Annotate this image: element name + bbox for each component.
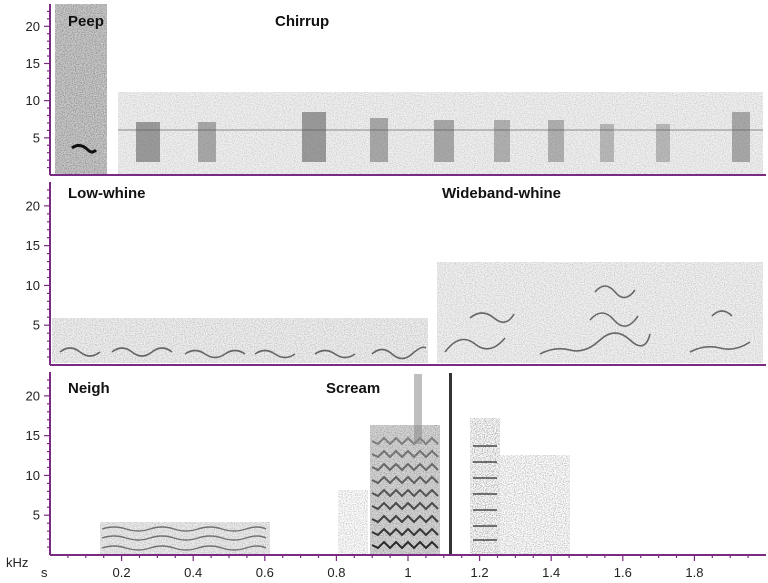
scream-upper-streak [414, 374, 422, 444]
chirrup-syllable [302, 112, 326, 162]
y-tick-label: 15 [26, 56, 40, 71]
y-unit-label: kHz [6, 555, 28, 570]
x-tick-label: 0.2 [113, 565, 131, 580]
y-tick-label: 15 [26, 428, 40, 443]
chirrup-syllable [198, 122, 216, 162]
y-tick-label: 20 [26, 19, 40, 34]
x-tick-label: 1.8 [685, 565, 703, 580]
x-tick-label: 0.6 [256, 565, 274, 580]
x-tick-label: 1.4 [542, 565, 560, 580]
x-tick-label: 0.4 [184, 565, 202, 580]
spectrogram-bottom [100, 373, 570, 554]
x-tick-label: 1 [404, 565, 411, 580]
chirrup-syllable [600, 124, 614, 162]
scream-harmonic [371, 462, 439, 472]
scream-harmonic [371, 449, 439, 459]
scream-harmonic [371, 514, 439, 524]
y-tick-label: 15 [26, 238, 40, 253]
neigh-harmonic [101, 545, 267, 551]
chirrup-syllable [370, 118, 388, 162]
click-line [449, 373, 452, 554]
pre-scream-noise [338, 490, 368, 554]
lowwhine-trace [59, 347, 101, 357]
tail-block [470, 418, 500, 554]
chirrup-syllables [136, 112, 750, 162]
chirrup-syllable [732, 112, 750, 162]
call-label-chirrup: Chirrup [275, 13, 329, 30]
neigh-harmonics [101, 526, 267, 551]
tail-fade [500, 455, 570, 554]
chirrup-syllable [548, 120, 564, 162]
call-label-peep: Peep [68, 13, 104, 30]
lowwhine-trace [111, 347, 173, 357]
lowwhine-trace [371, 346, 427, 360]
wideband-trace [444, 337, 506, 353]
chirrup-syllable [494, 120, 510, 162]
y-tick-label: 5 [33, 130, 40, 145]
chirrup-syllable [136, 122, 160, 162]
scream-harmonic [371, 475, 439, 485]
peep-trace [71, 143, 98, 154]
x-unit-label: s [41, 565, 48, 580]
y-tick-label: 20 [26, 198, 40, 213]
y-ticks-bottom: 5 10 15 20 [26, 379, 50, 548]
x-tick-label: 0.8 [327, 565, 345, 580]
y-tick-label: 5 [33, 508, 40, 523]
scream-block-grain [370, 425, 440, 554]
wideband-trace [539, 332, 651, 355]
wideband-trace [589, 312, 639, 327]
panel-bottom: 5 10 15 20 Neigh Scream [26, 372, 766, 556]
lowwhine-bg-grain [52, 318, 428, 363]
y-tick-label: 20 [26, 388, 40, 403]
chirrup-syllable [656, 124, 670, 162]
lowwhine-trace [314, 349, 356, 359]
panel-top: 5 10 15 20 Peep Chirrup [26, 4, 766, 176]
call-label-neigh: Neigh [68, 380, 110, 397]
y-tick-label: 10 [26, 468, 40, 483]
y-ticks-top: 5 10 15 20 [26, 10, 50, 169]
call-label-wideband-whine: Wideband-whine [442, 185, 561, 202]
y-tick-label: 5 [33, 318, 40, 333]
wideband-trace [711, 310, 733, 317]
y-tick-label: 10 [26, 93, 40, 108]
y-ticks-middle: 5 10 15 20 [26, 189, 50, 358]
tail-harmonics [473, 445, 497, 541]
scream-harmonic [371, 488, 439, 498]
lowwhine-trace [184, 349, 246, 359]
lowwhine-trace [254, 349, 296, 359]
lowwhine-traces [59, 346, 427, 360]
wideband-traces [444, 285, 751, 355]
call-label-scream: Scream [326, 380, 380, 397]
x-ticks: 0.2 0.4 0.6 0.8 1 1.2 1.4 1.6 1.8 [67, 555, 749, 580]
chirrup-bg-grain [118, 92, 763, 174]
wideband-trace [469, 312, 515, 323]
neigh-harmonic [101, 526, 267, 532]
call-label-low-whine: Low-whine [68, 185, 146, 202]
panel-middle: 5 10 15 20 Low-whine Wideband-whine [26, 182, 766, 366]
scream-harmonic [371, 501, 439, 511]
wideband-trace [689, 341, 751, 353]
scream-harmonic [371, 436, 439, 446]
spectrogram-top [55, 4, 763, 175]
wideband-trace [594, 285, 636, 299]
chirrup-syllable [434, 120, 454, 162]
spectrogram-middle [52, 262, 763, 363]
scream-harmonic [371, 527, 439, 537]
y-tick-label: 10 [26, 278, 40, 293]
scream-harmonic [371, 540, 439, 550]
x-tick-label: 1.6 [614, 565, 632, 580]
x-tick-label: 1.2 [471, 565, 489, 580]
scream-harmonics [371, 436, 439, 550]
neigh-harmonic [101, 535, 267, 541]
